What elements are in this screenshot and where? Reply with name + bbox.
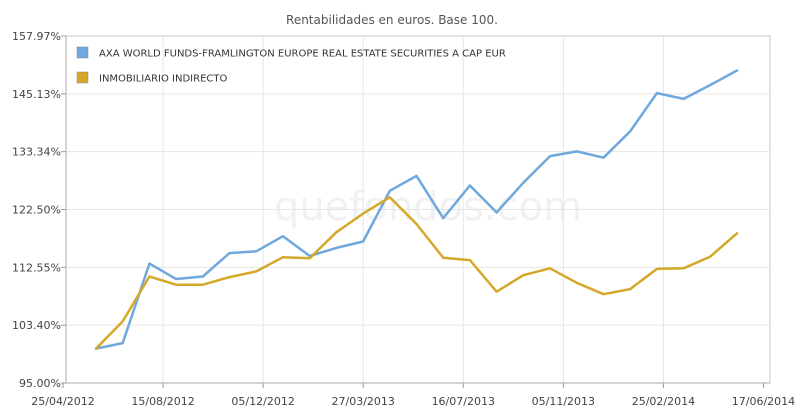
chart-title: Rentabilidades en euros. Base 100. bbox=[286, 13, 498, 27]
x-tick-label: 15/08/2012 bbox=[131, 395, 194, 408]
x-tick-label: 25/02/2014 bbox=[632, 395, 695, 408]
series-line-2 bbox=[94, 195, 739, 350]
watermark-text: quefondos.com bbox=[274, 184, 582, 230]
y-tick-label: 133.34% bbox=[12, 146, 61, 159]
x-tick-label: 16/07/2013 bbox=[432, 395, 495, 408]
x-tick-label: 17/06/2014 bbox=[732, 395, 795, 408]
legend-swatch bbox=[76, 71, 89, 84]
y-tick-label: 122.50% bbox=[12, 204, 61, 217]
legend-label: AXA WORLD FUNDS-FRAMLINGTON EUROPE REAL … bbox=[99, 49, 506, 60]
plot-area: quefondos.com 95.00% 103.40% 112.55% 122.50%… bbox=[12, 30, 795, 408]
x-tick-label: 05/12/2012 bbox=[231, 395, 294, 408]
y-tick-label: 112.55% bbox=[12, 261, 61, 274]
x-tick-label: 05/11/2013 bbox=[532, 395, 595, 408]
legend-label: INMOBILIARIO INDIRECTO bbox=[99, 74, 227, 85]
series-line-1 bbox=[94, 69, 739, 350]
legend-swatch bbox=[76, 46, 89, 59]
x-tick-label: 25/04/2012 bbox=[31, 395, 94, 408]
y-tick-label: 145.13% bbox=[12, 88, 61, 101]
y-tick-label: 103.40% bbox=[12, 319, 61, 332]
y-tick-label: 157.97% bbox=[12, 30, 61, 43]
y-tick-label: 95.00% bbox=[19, 377, 61, 390]
x-tick-label: 27/03/2013 bbox=[332, 395, 395, 408]
